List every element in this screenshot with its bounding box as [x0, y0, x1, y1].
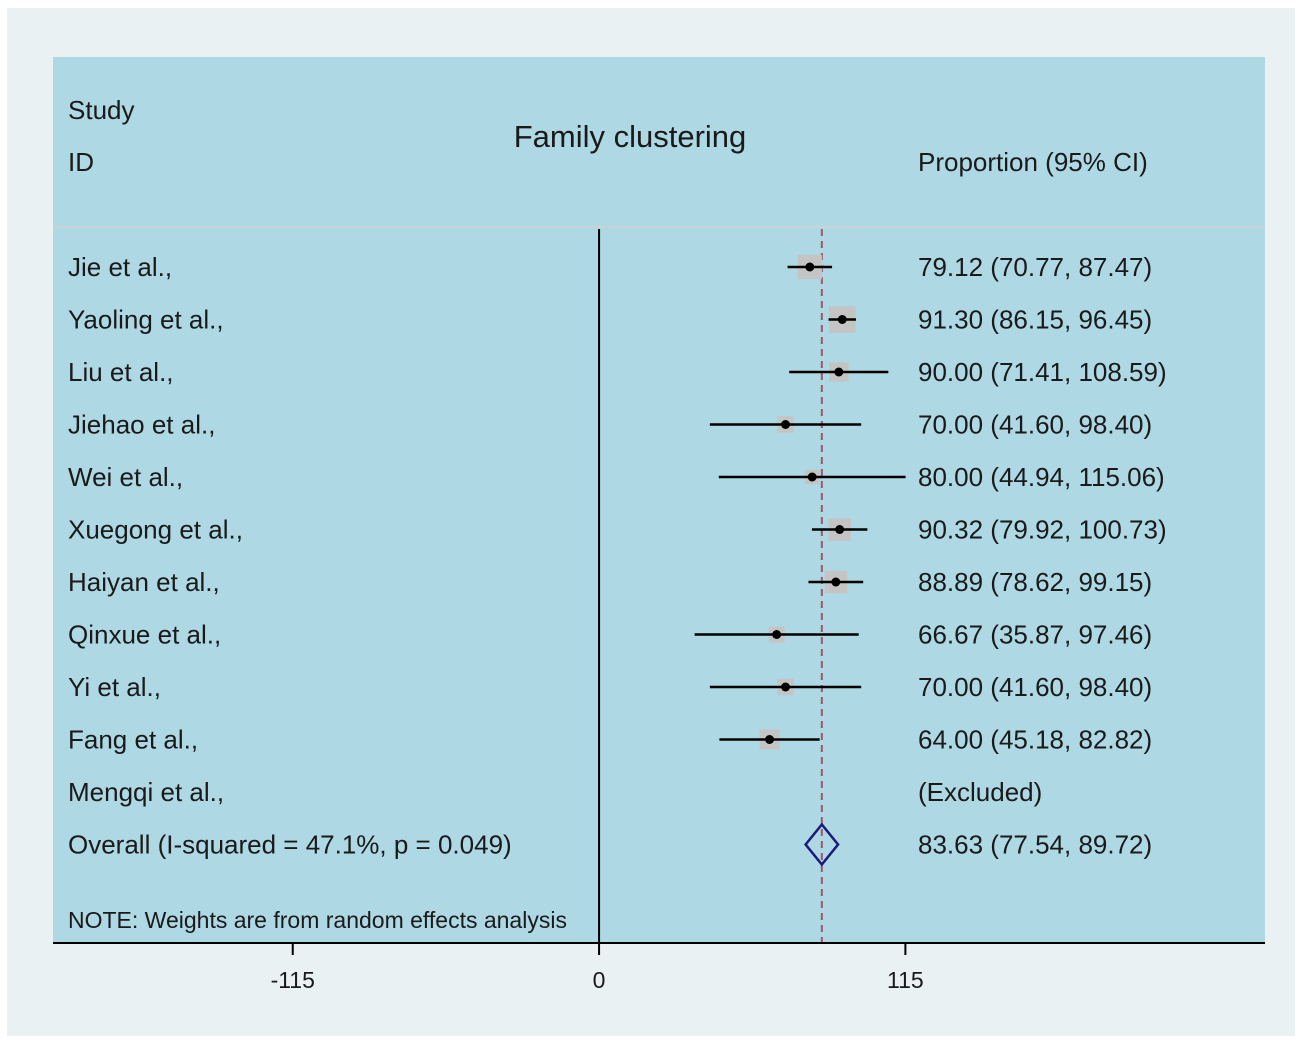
plot-background	[53, 57, 1265, 943]
study-label: Wei et al.,	[68, 462, 183, 492]
effect-header: Proportion (95% CI)	[918, 147, 1148, 177]
study-effect-text: 70.00 (41.60, 98.40)	[918, 672, 1152, 702]
tick-label: 0	[593, 967, 606, 993]
point-estimate	[765, 735, 775, 744]
study-label: Mengqi et al.,	[68, 777, 224, 807]
point-estimate	[837, 315, 847, 324]
overall-effect-text: 83.63 (77.54, 89.72)	[918, 830, 1152, 860]
chart-title: Family clustering	[514, 119, 747, 154]
point-estimate	[772, 630, 782, 639]
point-estimate	[781, 420, 791, 429]
study-label: Fang et al.,	[68, 725, 198, 755]
weights-note: NOTE: Weights are from random effects an…	[68, 907, 567, 933]
study-label: Yaoling et al.,	[68, 305, 224, 335]
tick-label: 115	[887, 967, 924, 993]
overall-label: Overall (I-squared = 47.1%, p = 0.049)	[68, 830, 512, 860]
point-estimate	[807, 472, 817, 482]
point-estimate	[834, 367, 844, 377]
point-estimate	[781, 682, 791, 692]
study-label: Jiehao et al.,	[68, 410, 215, 440]
study-label: Haiyan et al.,	[68, 567, 220, 597]
study-effect-text: 66.67 (35.87, 97.46)	[918, 620, 1152, 650]
study-header: Study	[68, 95, 135, 125]
study-effect-text: 88.89 (78.62, 99.15)	[918, 567, 1152, 597]
study-rows: Jie et al., 79.12 (70.77, 87.47) Yaoling e…	[68, 229, 1167, 943]
study-effect-text: 64.00 (45.18, 82.82)	[918, 725, 1152, 755]
study-effect-text: 90.00 (71.41, 108.59)	[918, 357, 1167, 387]
study-label: Qinxue et al.,	[68, 620, 221, 650]
study-effect-text: 80.00 (44.94, 115.06)	[918, 462, 1165, 492]
point-estimate	[805, 262, 815, 272]
study-label: Xuegong et al.,	[68, 515, 243, 545]
study-effect-text: 91.30 (86.15, 96.45)	[918, 305, 1152, 335]
overall-diamond	[804, 822, 840, 867]
study-label: Liu et al.,	[68, 357, 174, 387]
point-estimate	[835, 525, 845, 534]
study-effect-text: 70.00 (41.60, 98.40)	[918, 410, 1152, 440]
study-effect-text: 90.32 (79.92, 100.73)	[918, 515, 1167, 545]
study-label: Jie et al.,	[68, 252, 172, 282]
id-header: ID	[68, 147, 94, 177]
study-label: Yi et al.,	[68, 672, 161, 702]
study-effect-text: 79.12 (70.77, 87.47)	[918, 252, 1152, 282]
tick-label: -115	[271, 967, 315, 993]
point-estimate	[831, 577, 841, 587]
x-axis-ticks: -115 0 115	[271, 943, 924, 993]
study-effect-text: (Excluded)	[918, 777, 1042, 807]
